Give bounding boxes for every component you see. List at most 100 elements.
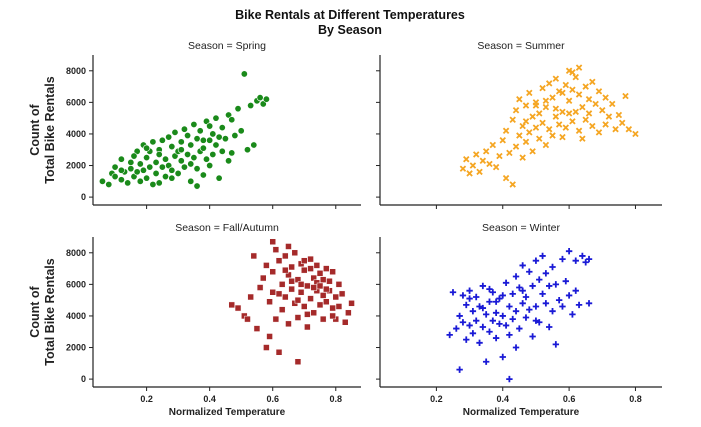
data-point — [184, 150, 192, 158]
data-point — [143, 154, 151, 162]
x-tick-label: 0.8 — [629, 394, 642, 404]
data-point — [545, 125, 553, 133]
data-point — [522, 102, 530, 109]
data-point — [469, 330, 477, 337]
data-point — [199, 136, 207, 144]
data-point — [278, 306, 286, 313]
data-point — [506, 303, 513, 310]
x-tick-label: 0.4 — [496, 394, 509, 404]
data-point — [225, 157, 233, 165]
data-point — [162, 155, 170, 163]
data-point — [323, 265, 330, 272]
data-point — [291, 249, 299, 257]
data-point — [300, 266, 308, 274]
data-point — [253, 325, 261, 332]
data-point — [168, 174, 176, 182]
data-point — [348, 300, 355, 307]
data-point — [565, 248, 573, 255]
data-point — [512, 107, 520, 114]
data-point — [565, 67, 573, 75]
data-point — [171, 152, 179, 160]
y-tick-label: 4000 — [66, 129, 86, 139]
data-point — [237, 127, 245, 135]
data-point — [212, 141, 220, 149]
data-point — [473, 317, 480, 324]
data-point — [529, 113, 536, 120]
data-point — [294, 358, 302, 365]
data-point — [602, 121, 609, 128]
data-point — [486, 285, 493, 293]
data-point — [323, 285, 330, 293]
data-point — [149, 180, 157, 188]
data-point — [263, 262, 270, 269]
data-point — [228, 301, 235, 309]
data-point — [536, 110, 543, 117]
data-point — [585, 110, 593, 117]
data-point — [539, 290, 546, 298]
data-point — [187, 160, 195, 168]
data-point — [499, 312, 506, 320]
data-point — [565, 110, 573, 117]
data-point — [499, 292, 506, 299]
data-point — [453, 325, 460, 332]
data-point — [459, 165, 467, 172]
data-point — [618, 119, 626, 127]
data-point — [622, 92, 629, 100]
data-point — [165, 162, 173, 170]
data-point — [562, 124, 570, 131]
data-point — [168, 166, 176, 174]
data-point — [209, 130, 217, 138]
data-point — [516, 284, 523, 291]
data-point — [529, 333, 536, 340]
data-point — [136, 177, 144, 185]
data-point — [459, 292, 467, 299]
data-point — [269, 289, 276, 296]
data-point — [133, 168, 141, 176]
data-point — [575, 91, 583, 98]
data-point — [549, 132, 556, 139]
data-point — [190, 120, 198, 128]
data-point — [499, 353, 506, 361]
data-point — [482, 358, 490, 365]
data-point — [285, 320, 292, 328]
data-point — [127, 158, 135, 166]
data-point — [552, 113, 560, 120]
data-point — [174, 169, 182, 177]
data-point — [529, 148, 536, 155]
data-point — [502, 127, 510, 135]
data-point — [552, 105, 560, 112]
data-point — [272, 246, 280, 253]
data-point — [559, 133, 566, 141]
data-point — [526, 268, 533, 275]
data-point — [522, 138, 530, 146]
data-point — [469, 308, 477, 315]
data-point — [612, 125, 619, 133]
data-point — [466, 287, 473, 294]
data-point — [177, 146, 185, 154]
y-tick-label: 2000 — [66, 161, 86, 171]
y-tick-label: 0 — [81, 192, 86, 202]
data-point — [165, 133, 173, 141]
data-point — [579, 135, 586, 142]
data-point — [512, 344, 520, 351]
data-point — [155, 179, 163, 187]
data-point — [190, 154, 198, 162]
data-point — [559, 89, 566, 97]
data-point — [294, 296, 302, 304]
y-axis-label-line2: Total Bike Rentals — [43, 258, 57, 365]
data-point — [231, 132, 239, 140]
data-point — [486, 298, 493, 305]
data-point — [572, 108, 579, 116]
data-point — [502, 174, 510, 182]
data-point — [582, 83, 589, 90]
data-point — [187, 177, 195, 185]
data-point — [297, 281, 305, 288]
data-point — [496, 295, 503, 302]
data-point — [209, 150, 217, 158]
data-point — [282, 252, 289, 260]
data-point — [218, 124, 226, 132]
data-point — [516, 95, 523, 103]
data-point — [446, 331, 453, 339]
data-point — [559, 303, 566, 310]
data-point — [199, 171, 207, 179]
